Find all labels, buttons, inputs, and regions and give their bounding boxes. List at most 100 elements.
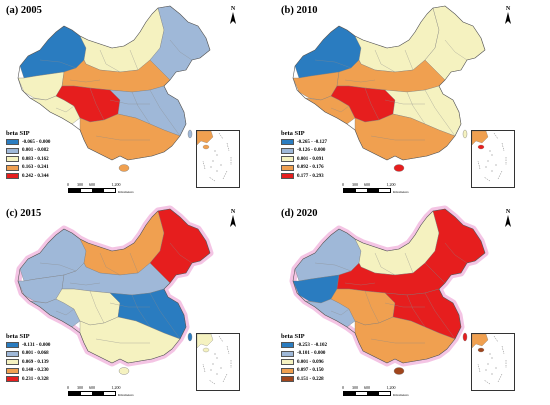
legend-entry: 0.151 - 0.228 bbox=[281, 375, 327, 384]
legend-entry: 0.177 - 0.293 bbox=[281, 172, 327, 181]
china-map-d bbox=[289, 205, 489, 375]
region-taiwan bbox=[462, 129, 468, 139]
legend-swatch bbox=[6, 156, 19, 163]
map-legend: beta SIP -0.265 - -0.127 -0.126 - 0.000 0.0… bbox=[281, 130, 327, 181]
legend-swatch bbox=[6, 367, 19, 374]
scale-tick-label: 0 bbox=[67, 182, 69, 187]
map-legend: beta SIP -0.065 - 0.000 0.001 - 0.082 0.083… bbox=[6, 130, 50, 181]
legend-label: 0.083 - 0.162 bbox=[22, 156, 49, 162]
region-hainan bbox=[118, 367, 130, 375]
legend-label: -0.253 - -0.102 bbox=[297, 342, 327, 348]
panel-title: (d) 2020 bbox=[281, 208, 318, 219]
legend-entry: 0.242 - 0.344 bbox=[6, 172, 50, 181]
scale-bar: 0 300 600 1,200 Kilometers bbox=[342, 385, 409, 397]
legend-swatch bbox=[6, 173, 19, 180]
legend-label: -0.265 - -0.127 bbox=[297, 139, 327, 145]
legend-swatch bbox=[6, 342, 19, 349]
legend-label: 0.163 - 0.241 bbox=[22, 165, 49, 171]
legend-swatch bbox=[6, 147, 19, 154]
legend-swatch bbox=[281, 173, 294, 180]
region-taiwan bbox=[462, 332, 468, 342]
north-arrow-icon: N bbox=[228, 209, 238, 229]
north-arrow-icon: N bbox=[228, 6, 238, 26]
legend-entry: 0.097 - 0.150 bbox=[281, 367, 327, 376]
legend-label: -0.101 - 0.000 bbox=[297, 351, 326, 357]
legend-entry: 0.069 - 0.139 bbox=[6, 358, 50, 367]
legend-entry: -0.101 - 0.000 bbox=[281, 350, 327, 359]
legend-title: beta SIP bbox=[6, 333, 30, 340]
legend-entry: -0.253 - -0.102 bbox=[281, 341, 327, 350]
legend-label: 0.177 - 0.293 bbox=[297, 173, 324, 179]
legend-entry: -0.265 - -0.127 bbox=[281, 138, 327, 147]
legend-swatch bbox=[281, 367, 294, 374]
legend-label: 0.140 - 0.230 bbox=[22, 368, 49, 374]
scale-tick-label: 0 bbox=[342, 385, 344, 390]
south-china-sea-inset bbox=[471, 130, 515, 188]
legend-swatch bbox=[281, 350, 294, 357]
legend-entry: -0.065 - 0.000 bbox=[6, 138, 50, 147]
legend-label: 0.242 - 0.344 bbox=[22, 173, 49, 179]
scale-unit: Kilometers bbox=[393, 190, 409, 194]
legend-title: beta SIP bbox=[281, 333, 305, 340]
china-map-c bbox=[14, 205, 214, 375]
legend-entry: 0.083 - 0.162 bbox=[6, 155, 50, 164]
legend-swatch bbox=[6, 350, 19, 357]
map-legend: beta SIP -0.253 - -0.102 -0.101 - 0.000 0.0… bbox=[281, 333, 327, 384]
scale-tick-label: 600 bbox=[364, 182, 370, 187]
legend-swatch bbox=[281, 139, 294, 146]
scale-unit: Kilometers bbox=[118, 393, 134, 397]
legend-entry: 0.092 - 0.176 bbox=[281, 164, 327, 173]
legend-entry: 0.140 - 0.230 bbox=[6, 367, 50, 376]
scale-unit: Kilometers bbox=[118, 190, 134, 194]
legend-entry: 0.163 - 0.241 bbox=[6, 164, 50, 173]
legend-label: 0.001 - 0.082 bbox=[22, 148, 49, 154]
legend-title: beta SIP bbox=[6, 130, 30, 137]
legend-label: -0.131 - 0.000 bbox=[22, 342, 51, 348]
legend-swatch bbox=[281, 156, 294, 163]
legend-entry: 0.001 - 0.068 bbox=[6, 350, 50, 359]
region-hainan bbox=[393, 367, 405, 375]
scale-tick-label: 1,200 bbox=[386, 385, 396, 390]
legend-swatch bbox=[281, 376, 294, 383]
legend-entry: -0.126 - 0.000 bbox=[281, 147, 327, 156]
legend-swatch bbox=[6, 359, 19, 366]
legend-title: beta SIP bbox=[281, 130, 305, 137]
region-hainan bbox=[118, 164, 130, 172]
scale-tick-label: 1,200 bbox=[386, 182, 396, 187]
legend-swatch bbox=[281, 342, 294, 349]
legend-label: 0.001 - 0.091 bbox=[297, 156, 324, 162]
south-china-sea-inset bbox=[471, 333, 515, 391]
scale-tick-label: 0 bbox=[67, 385, 69, 390]
scale-tick-label: 300 bbox=[77, 385, 83, 390]
legend-label: 0.001 - 0.068 bbox=[22, 351, 49, 357]
legend-label: 0.069 - 0.139 bbox=[22, 359, 49, 365]
legend-entry: 0.001 - 0.082 bbox=[6, 147, 50, 156]
scale-tick-label: 600 bbox=[89, 182, 95, 187]
legend-label: -0.126 - 0.000 bbox=[297, 148, 326, 154]
scale-tick-label: 0 bbox=[342, 182, 344, 187]
legend-entry: 0.001 - 0.091 bbox=[281, 155, 327, 164]
north-arrow-icon: N bbox=[503, 6, 513, 26]
region-hainan bbox=[393, 164, 405, 172]
legend-label: 0.231 - 0.328 bbox=[22, 376, 49, 382]
scale-bar: 0 300 600 1,200 Kilometers bbox=[342, 182, 409, 194]
north-arrow-icon: N bbox=[503, 209, 513, 229]
scale-tick-label: 1,200 bbox=[111, 182, 121, 187]
legend-label: 0.092 - 0.176 bbox=[297, 165, 324, 171]
region-taiwan bbox=[187, 129, 193, 139]
map-legend: beta SIP -0.131 - 0.000 0.001 - 0.068 0.069… bbox=[6, 333, 50, 384]
legend-label: 0.001 - 0.096 bbox=[297, 359, 324, 365]
legend-label: 0.097 - 0.150 bbox=[297, 368, 324, 374]
china-map-b bbox=[292, 5, 486, 172]
scale-tick-label: 300 bbox=[77, 182, 83, 187]
panel-title: (c) 2015 bbox=[6, 208, 42, 219]
panel-title: (b) 2010 bbox=[281, 5, 318, 16]
legend-label: -0.065 - 0.000 bbox=[22, 139, 51, 145]
south-china-sea-inset bbox=[196, 333, 240, 391]
south-china-sea-inset bbox=[196, 130, 240, 188]
scale-tick-label: 1,200 bbox=[111, 385, 121, 390]
